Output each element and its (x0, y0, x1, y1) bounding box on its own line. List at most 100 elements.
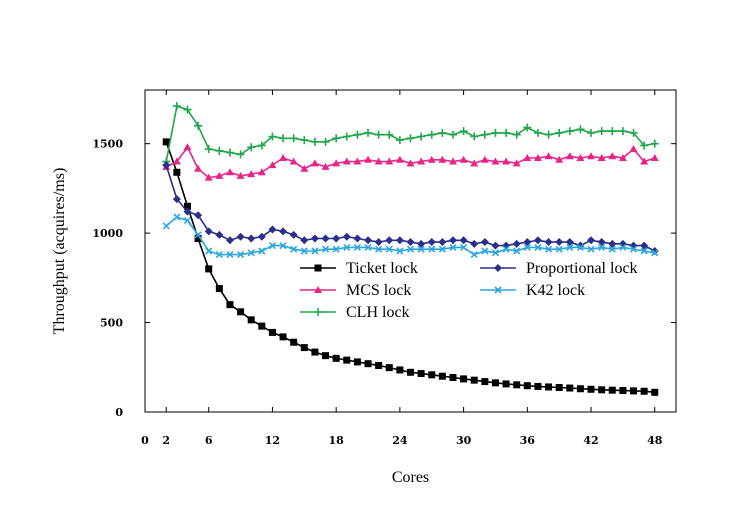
x-tick-label: 36 (520, 434, 536, 447)
data-point-mcs-lock (544, 152, 553, 160)
data-point-k42-lock (513, 247, 521, 255)
data-point-proportional-lock (470, 239, 479, 248)
data-point-mcs-lock (332, 159, 341, 167)
data-point-k42-lock (290, 245, 298, 253)
data-point-mcs-lock (470, 159, 479, 167)
data-point-ticket-lock (290, 338, 298, 346)
data-point-proportional-lock (364, 236, 373, 245)
data-point-ticket-lock (258, 322, 266, 330)
data-point-mcs-lock (565, 152, 574, 160)
data-point-ticket-lock (247, 316, 255, 324)
data-point-proportional-lock (353, 234, 362, 243)
x-tick-label: 42 (583, 434, 598, 447)
data-point-mcs-lock (576, 153, 585, 161)
data-point-proportional-lock (555, 238, 564, 247)
data-point-k42-lock (544, 245, 553, 253)
data-point-ticket-lock (300, 344, 308, 352)
data-point-k42-lock (417, 245, 425, 253)
data-point-ticket-lock (598, 386, 606, 394)
data-point-k42-lock (534, 243, 542, 251)
data-point-clh-lock (279, 134, 288, 143)
data-point-ticket-lock (523, 382, 531, 390)
data-point-ticket-lock (237, 308, 245, 316)
data-point-clh-lock (533, 128, 542, 137)
data-point-mcs-lock (618, 153, 627, 161)
data-point-k42-lock (332, 245, 340, 253)
data-point-k42-lock (311, 247, 319, 255)
legend-marker-k42-lock (494, 286, 502, 294)
data-point-k42-lock (353, 243, 361, 251)
data-point-k42-lock (173, 213, 181, 221)
data-point-ticket-lock (491, 379, 499, 387)
data-point-mcs-lock (523, 153, 532, 161)
data-point-mcs-lock (512, 159, 521, 167)
data-point-proportional-lock (300, 236, 309, 245)
data-point-mcs-lock (555, 155, 564, 163)
data-point-mcs-lock (236, 171, 245, 179)
x-tick-label: 24 (392, 434, 408, 447)
data-point-ticket-lock (513, 381, 521, 389)
data-point-mcs-lock (427, 155, 436, 163)
data-point-ticket-lock (407, 368, 414, 376)
data-point-k42-lock (555, 245, 563, 253)
data-point-mcs-lock (225, 168, 234, 176)
data-point-ticket-lock (449, 373, 457, 381)
data-point-k42-lock (343, 243, 351, 251)
data-point-k42-lock (470, 251, 478, 259)
data-point-clh-lock (523, 123, 532, 132)
series-line-clh-lock (165, 105, 655, 162)
legend-label-clh-lock: CLH lock (346, 304, 410, 321)
data-point-clh-lock (236, 150, 245, 159)
legend: Ticket lock MCS lock CLH lock Proportional … (300, 260, 638, 321)
data-point-ticket-lock (502, 380, 510, 388)
data-point-ticket-lock (162, 138, 170, 146)
data-point-clh-lock (502, 128, 511, 137)
data-point-proportional-lock (587, 236, 596, 245)
data-point-mcs-lock (385, 157, 394, 165)
data-point-proportional-lock (417, 239, 426, 248)
data-point-clh-lock (555, 128, 564, 137)
data-point-proportional-lock (608, 239, 617, 248)
data-point-ticket-lock (587, 385, 595, 393)
data-point-ticket-lock (268, 328, 276, 336)
data-point-mcs-lock (448, 157, 457, 165)
data-point-k42-lock (279, 242, 287, 250)
data-point-clh-lock (629, 128, 638, 137)
legend-marker-mcs-lock (314, 286, 322, 293)
data-point-k42-lock (619, 243, 627, 251)
data-point-ticket-lock (343, 356, 351, 364)
data-point-mcs-lock (374, 157, 383, 165)
data-point-k42-lock (502, 245, 510, 253)
data-point-k42-lock (566, 243, 574, 251)
legend-marker-proportional-lock (494, 264, 502, 272)
data-point-ticket-lock (481, 378, 489, 386)
data-point-proportional-lock (194, 211, 203, 220)
data-point-proportional-lock (544, 238, 553, 247)
legend-item-mcs-lock: MCS lock (300, 282, 411, 299)
data-point-mcs-lock (480, 155, 489, 163)
data-point-mcs-lock (257, 168, 266, 176)
data-point-proportional-lock (236, 232, 245, 241)
data-point-k42-lock (162, 222, 170, 230)
data-point-ticket-lock (215, 285, 223, 293)
data-point-proportional-lock (321, 234, 330, 243)
data-point-proportional-lock (374, 238, 383, 247)
data-point-proportional-lock (215, 230, 224, 239)
data-point-k42-lock (481, 247, 489, 255)
data-point-proportional-lock (480, 238, 489, 247)
data-point-k42-lock (396, 247, 404, 255)
data-point-clh-lock (587, 128, 596, 137)
legend-item-proportional-lock: Proportional lock (480, 260, 638, 277)
data-point-ticket-lock (640, 387, 648, 395)
data-point-mcs-lock (321, 162, 330, 170)
data-point-clh-lock (448, 130, 457, 139)
x-tick-label: 2 (162, 434, 170, 447)
y-tick-label: 0 (115, 406, 123, 419)
data-point-proportional-lock (310, 234, 319, 243)
data-point-proportional-lock (162, 161, 171, 170)
data-point-proportional-lock (491, 241, 500, 250)
data-point-k42-lock (406, 245, 415, 253)
data-point-ticket-lock (651, 388, 659, 396)
data-point-k42-lock (205, 247, 213, 255)
